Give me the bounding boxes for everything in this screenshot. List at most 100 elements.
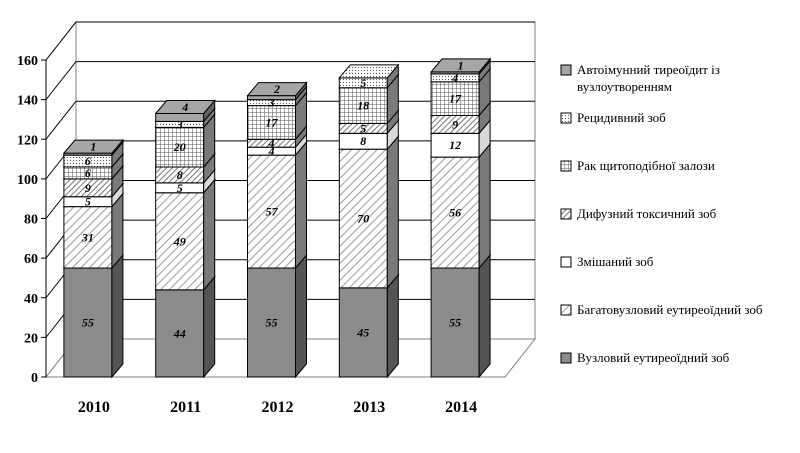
data-label: 12: [449, 138, 461, 152]
legend-item: Багатовузловий еутиреоїдний зоб: [560, 302, 763, 317]
bar-front: [155, 192, 205, 291]
x-category-label: 2014: [445, 399, 477, 416]
legend-label: Змішаний зоб: [577, 254, 654, 269]
bar-top: [246, 82, 308, 97]
data-label: 44: [173, 326, 186, 340]
bar-segment: [246, 140, 308, 270]
data-label: 1: [90, 140, 96, 154]
legend-label: Багатовузловий еутиреоїдний зоб: [577, 302, 763, 317]
data-label: 9: [452, 117, 458, 131]
x-category-label: 2011: [170, 399, 201, 416]
x-axis: 2010 2011 2012 2013 2014: [78, 399, 477, 416]
data-label: 45: [356, 325, 369, 339]
data-label: 17: [266, 115, 279, 129]
legend-swatch: [560, 304, 572, 316]
bar-segment: [154, 99, 216, 123]
legend-swatch: [560, 160, 572, 172]
legend-swatch: [560, 64, 572, 76]
data-label: 9: [85, 181, 91, 195]
y-tick-label: 40: [24, 292, 38, 307]
bar-front: [155, 289, 205, 378]
bar-group-2014: 55 56 12 9 17 41: [430, 57, 492, 379]
data-label: 4: [268, 144, 275, 158]
legend-item: Рак щитоподібної залози: [560, 158, 715, 173]
bar-segment: [430, 57, 492, 76]
bar-group-2012: 55 57 44 17 32: [246, 81, 308, 379]
bar-group-2011: 44 49 58 20 3 4: [154, 99, 216, 379]
bar-top: [430, 58, 492, 73]
bar-side: [478, 142, 491, 270]
legend-item: Змішаний зоб: [560, 254, 654, 269]
data-label: 20: [173, 140, 186, 154]
bar-front: [155, 126, 205, 168]
bar-top: [62, 139, 124, 154]
y-tick-label: 0: [31, 371, 38, 386]
legend-label: Рак щитоподібної залози: [577, 158, 715, 173]
bar-top: [154, 99, 216, 114]
data-label: 4: [268, 136, 275, 150]
y-tick-label: 120: [17, 133, 38, 148]
data-label: 56: [449, 206, 461, 220]
legend-label: Рецидивний зоб: [577, 110, 666, 125]
data-label: 3: [176, 117, 183, 131]
bar-segment: [62, 253, 124, 379]
y-tick-label: 20: [24, 331, 38, 346]
bar-segment: [62, 138, 124, 157]
data-label: 5: [177, 181, 183, 195]
data-label: 8: [360, 134, 366, 148]
gridline: [45, 61, 535, 100]
bar-side: [203, 178, 216, 292]
data-label: 4: [451, 71, 458, 85]
data-label: 55: [82, 316, 94, 330]
bar-side: [386, 273, 399, 379]
bar-front: [430, 156, 480, 269]
legend-label: Автоімунний тиреоїдит із вузлоутворенням: [577, 62, 720, 94]
data-label: 17: [449, 92, 462, 106]
bar-segment: [338, 63, 400, 90]
x-category-label: 2012: [262, 399, 294, 416]
data-label: 3: [268, 96, 275, 110]
data-label: 18: [357, 99, 369, 113]
bar-front: [247, 267, 296, 378]
legend-item: Автоімунний тиреоїдит із вузлоутворенням: [560, 62, 720, 94]
data-label: 5: [360, 76, 366, 90]
bar-side: [295, 140, 307, 270]
data-label: 5: [360, 121, 366, 135]
bar-side: [295, 253, 307, 379]
y-tick-label: 140: [17, 94, 38, 109]
data-label: 6: [85, 166, 91, 180]
legend-item: Вузловий еутиреоїдний зоб: [560, 350, 730, 365]
x-category-label: 2013: [353, 399, 385, 416]
data-label: 49: [173, 234, 186, 248]
data-label: 4: [181, 100, 188, 114]
y-tick-label: 80: [24, 213, 38, 228]
bar-front: [63, 267, 113, 378]
bar-front: [430, 267, 480, 378]
legend-item: Дифузний токсичний зоб: [560, 206, 717, 221]
bar-top: [338, 64, 400, 79]
data-label: 31: [81, 230, 94, 244]
legend-label: Дифузний токсичний зоб: [577, 206, 717, 221]
data-label: 6: [85, 154, 91, 168]
legend-item: Рецидивний зоб: [560, 110, 666, 125]
legend-swatch: [560, 352, 572, 364]
y-axis: 0 20 40 60 80 100 120 140 160: [17, 54, 47, 386]
gridline: [45, 21, 535, 61]
data-label: 55: [449, 316, 461, 330]
bar-side: [111, 253, 124, 379]
legend: Автоімунний тиреоїдит із вузлоутворенням Р…: [560, 62, 763, 365]
legend-swatch: [560, 208, 572, 220]
bar-side: [386, 134, 399, 290]
data-label: 5: [85, 195, 91, 209]
bar-front: [338, 148, 388, 289]
data-label: 2: [273, 82, 280, 96]
y-tick-label: 100: [17, 173, 38, 188]
data-label: 57: [266, 205, 279, 219]
data-label: 70: [357, 212, 369, 226]
bar-side: [478, 253, 491, 379]
data-label: 1: [458, 58, 464, 72]
legend-label: Вузловий еутиреоїдний зоб: [577, 350, 730, 365]
